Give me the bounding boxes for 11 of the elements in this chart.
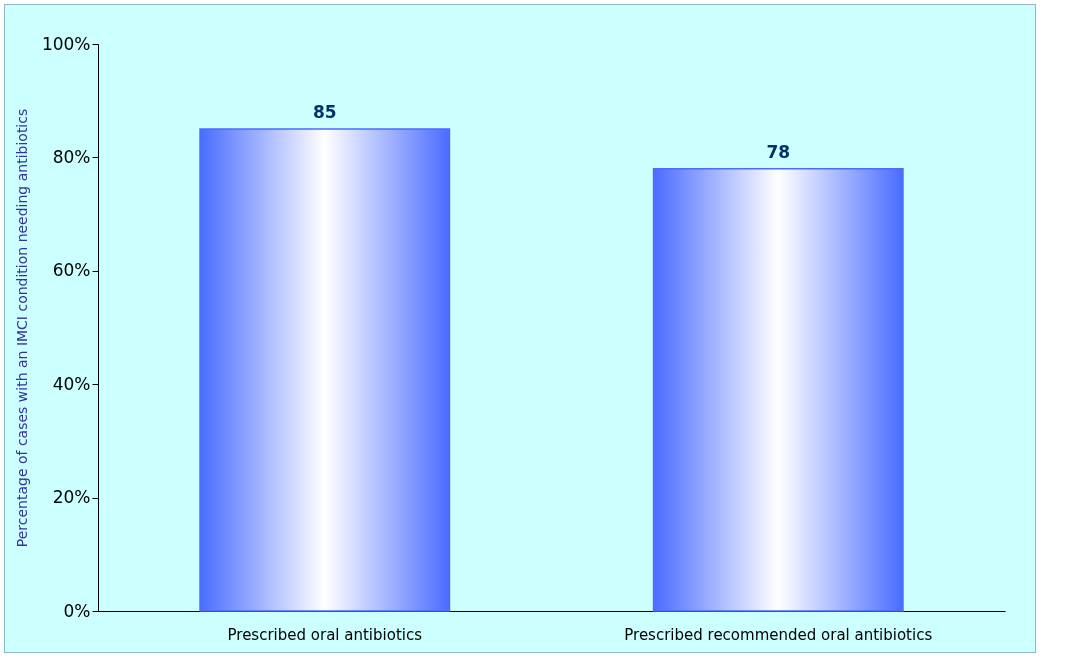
x-tick-label: Prescribed oral antibiotics bbox=[227, 625, 423, 644]
y-axis-title: Percentage of cases with an IMCI condition needing antibiotics bbox=[13, 108, 30, 548]
x-tick-label: Prescribed recommended oral antibiotics bbox=[624, 625, 933, 644]
y-tick-label: 0% bbox=[63, 600, 91, 621]
y-tick-label: 100% bbox=[41, 33, 91, 54]
data-label: 85 bbox=[312, 102, 337, 123]
y-tick-label: 20% bbox=[52, 487, 91, 508]
y-tick-label: 60% bbox=[52, 260, 91, 281]
y-tick-label: 40% bbox=[52, 373, 91, 394]
data-label: 78 bbox=[766, 141, 791, 162]
y-tick-label: 80% bbox=[52, 146, 91, 167]
